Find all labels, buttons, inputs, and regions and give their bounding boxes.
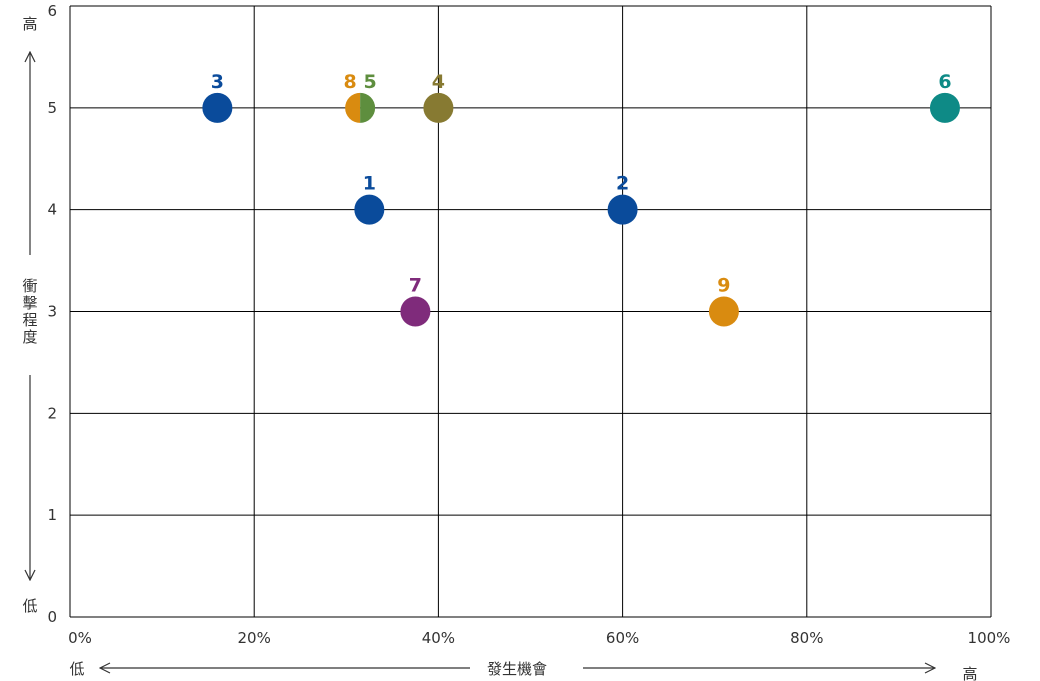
point-marker-2	[607, 194, 638, 225]
y-axis-label-char: 度	[22, 328, 37, 346]
x-tick-label: 80%	[790, 629, 823, 647]
y-tick-label: 3	[47, 303, 57, 321]
point-label-8: 8	[343, 71, 356, 93]
point-marker-1	[354, 194, 385, 225]
point-marker-4	[423, 92, 454, 123]
y-axis-label-char: 擊	[22, 294, 37, 312]
y-tick-label: 1	[47, 506, 57, 524]
y-tick-label: 4	[47, 201, 57, 219]
point-marker-9	[708, 296, 739, 327]
point-marker-5	[360, 92, 376, 123]
x-axis-high-label: 高	[962, 665, 977, 681]
point-marker-8	[345, 92, 361, 123]
x-tick-label: 0%	[68, 629, 92, 647]
point-marker-7	[400, 296, 431, 327]
point-marker-3	[202, 92, 233, 123]
x-tick-label: 60%	[606, 629, 639, 647]
y-axis-high-label: 高	[22, 15, 37, 33]
x-axis-low-label: 低	[69, 660, 84, 678]
x-tick-label: 40%	[422, 629, 455, 647]
x-tick-labels: 0% 20% 40% 60% 80% 100%	[68, 629, 1010, 647]
y-tick-label: 2	[47, 404, 57, 422]
point-label-7: 7	[409, 275, 422, 297]
point-label-5: 5	[363, 71, 376, 93]
y-tick-label: 0	[47, 608, 57, 626]
point-label-4: 4	[432, 71, 445, 93]
point-label-9: 9	[717, 275, 730, 297]
y-tick-label: 6	[47, 2, 57, 20]
y-axis-label-char: 程	[22, 311, 37, 329]
point-label-1: 1	[363, 173, 376, 195]
point-label-6: 6	[938, 71, 951, 93]
point-label-3: 3	[211, 71, 224, 93]
point-label-2: 2	[616, 173, 629, 195]
x-tick-label: 20%	[238, 629, 271, 647]
y-axis-low-label: 低	[22, 597, 37, 615]
y-axis-label-char: 衝	[22, 277, 37, 295]
x-tick-label: 100%	[968, 629, 1011, 647]
y-tick-label: 5	[47, 99, 57, 117]
y-tick-labels: 0 1 2 3 4 5 6	[47, 2, 57, 626]
data-points: 1 2 3 4 8 5 6 7 9	[202, 71, 960, 327]
x-axis-label: 發生機會	[487, 660, 547, 678]
point-marker-6	[929, 92, 960, 123]
